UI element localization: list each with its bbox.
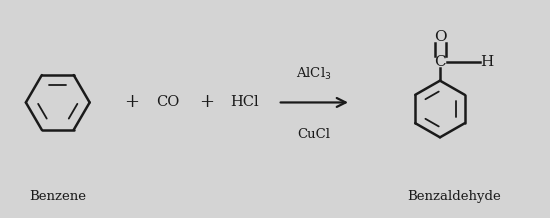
Text: AlCl$_3$: AlCl$_3$	[296, 66, 332, 82]
Text: H: H	[480, 55, 493, 69]
Text: CuCl: CuCl	[298, 128, 331, 141]
Text: O: O	[434, 30, 446, 44]
Text: HCl: HCl	[230, 95, 259, 109]
Text: CO: CO	[156, 95, 179, 109]
Text: +: +	[124, 94, 140, 111]
Text: +: +	[199, 94, 214, 111]
Text: Benzene: Benzene	[29, 190, 86, 203]
Text: Benzaldehyde: Benzaldehyde	[407, 190, 500, 203]
Text: C: C	[434, 55, 446, 69]
